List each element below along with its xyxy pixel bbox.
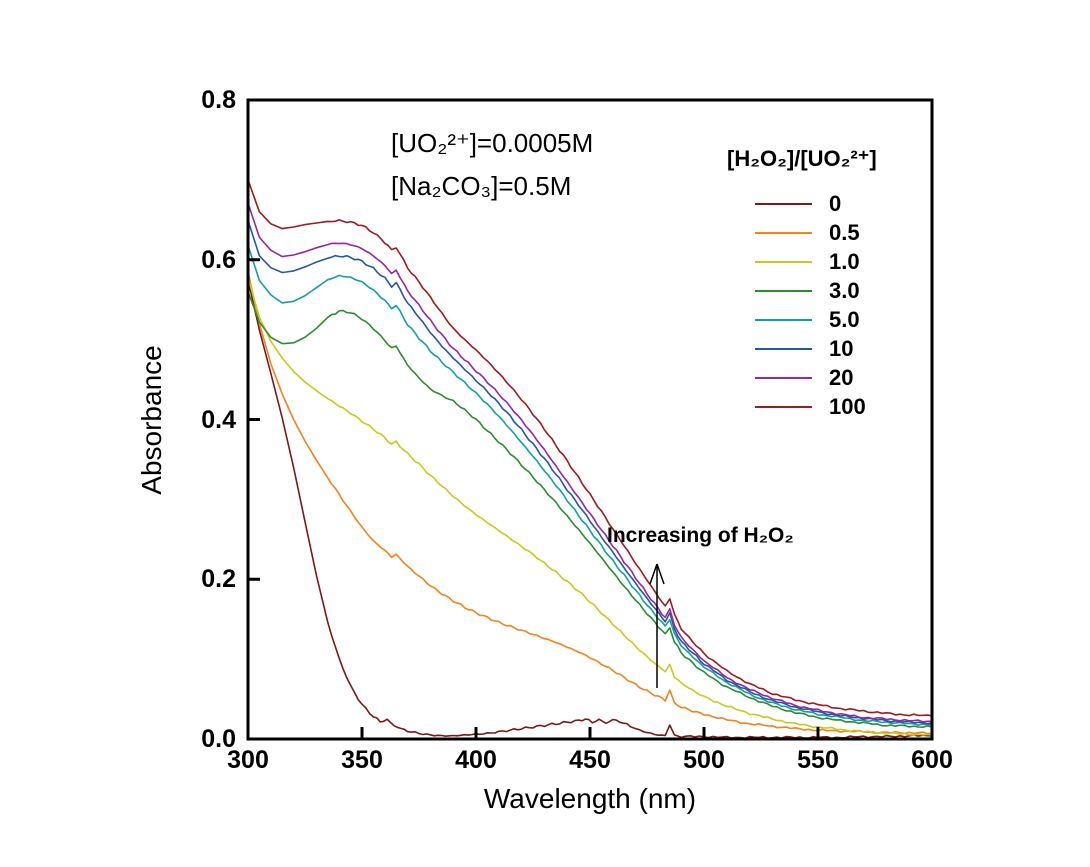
- legend-item-20: 20: [755, 363, 866, 392]
- y-tick-label-0.4: 0.4: [201, 405, 236, 434]
- legend-item-5.0: 5.0: [755, 305, 866, 334]
- x-tick-label-550: 550: [797, 746, 839, 774]
- x-tick-label-500: 500: [683, 746, 725, 774]
- y-tick-label-0.8: 0.8: [201, 86, 236, 114]
- y-tick-label-0.6: 0.6: [201, 245, 236, 274]
- legend-swatch-line: [755, 405, 812, 408]
- legend-item-label: 3.0: [829, 277, 860, 303]
- legend-item-100: 100: [755, 392, 866, 421]
- legend: 0 0.5 1.0 3.0 5.0 10 20 100: [755, 189, 866, 421]
- x-axis-title: Wavelength (nm): [483, 783, 697, 814]
- x-tick-label-450: 450: [569, 746, 611, 774]
- legend-item-label: 5.0: [829, 306, 860, 332]
- legend-swatch-line: [755, 231, 812, 234]
- legend-swatch-line: [755, 289, 812, 292]
- increasing-arrow-label: Increasing of H₂O₂: [607, 524, 794, 547]
- legend-item-0.5: 0.5: [755, 218, 866, 247]
- legend-swatch-line: [755, 376, 812, 379]
- y-axis-title: Absorbance: [136, 345, 167, 495]
- legend-swatch-line: [755, 260, 812, 263]
- series-line-0.5: [247, 271, 933, 735]
- legend-item-label: 20: [829, 364, 854, 390]
- legend-swatch-line: [755, 318, 812, 321]
- increasing-arrow-line: [649, 563, 658, 585]
- series-line-10: [247, 220, 933, 725]
- series-line-5.0: [247, 245, 933, 727]
- legend-item-label: 0.5: [829, 219, 860, 245]
- increasing-arrow-line: [656, 563, 665, 585]
- plot-frame: [246, 98, 934, 741]
- legend-item-0: 0: [755, 189, 866, 218]
- x-tick-label-400: 400: [455, 746, 497, 774]
- legend-item-label: 100: [829, 393, 866, 419]
- legend-title: [H₂O₂]/[UO₂²⁺]: [727, 146, 877, 171]
- x-tick-label-350: 350: [341, 746, 383, 774]
- legend-item-label: 0: [829, 190, 842, 216]
- legend-item-label: 10: [829, 335, 854, 361]
- legend-item-1.0: 1.0: [755, 247, 866, 276]
- condition-annotation-line1: [UO₂²⁺]=0.0005M: [391, 128, 594, 158]
- increasing-arrow: [649, 563, 665, 688]
- y-tick-label-0.0: 0.0: [201, 725, 236, 753]
- legend-swatch-line: [755, 202, 812, 205]
- series-line-3.0: [247, 291, 933, 729]
- condition-annotation-line2: [Na₂CO₃]=0.5M: [391, 171, 572, 201]
- legend-swatch-line: [755, 347, 812, 350]
- series-line-100: [247, 179, 933, 717]
- series-line-20: [247, 202, 933, 723]
- legend-item-3.0: 3.0: [755, 276, 866, 305]
- y-tick-label-0.2: 0.2: [201, 565, 236, 594]
- legend-item-label: 1.0: [829, 248, 860, 274]
- x-tick-label-600: 600: [911, 746, 953, 774]
- legend-item-10: 10: [755, 334, 866, 363]
- x-tick-label-300: 300: [227, 746, 269, 774]
- series-line-1.0: [247, 277, 933, 737]
